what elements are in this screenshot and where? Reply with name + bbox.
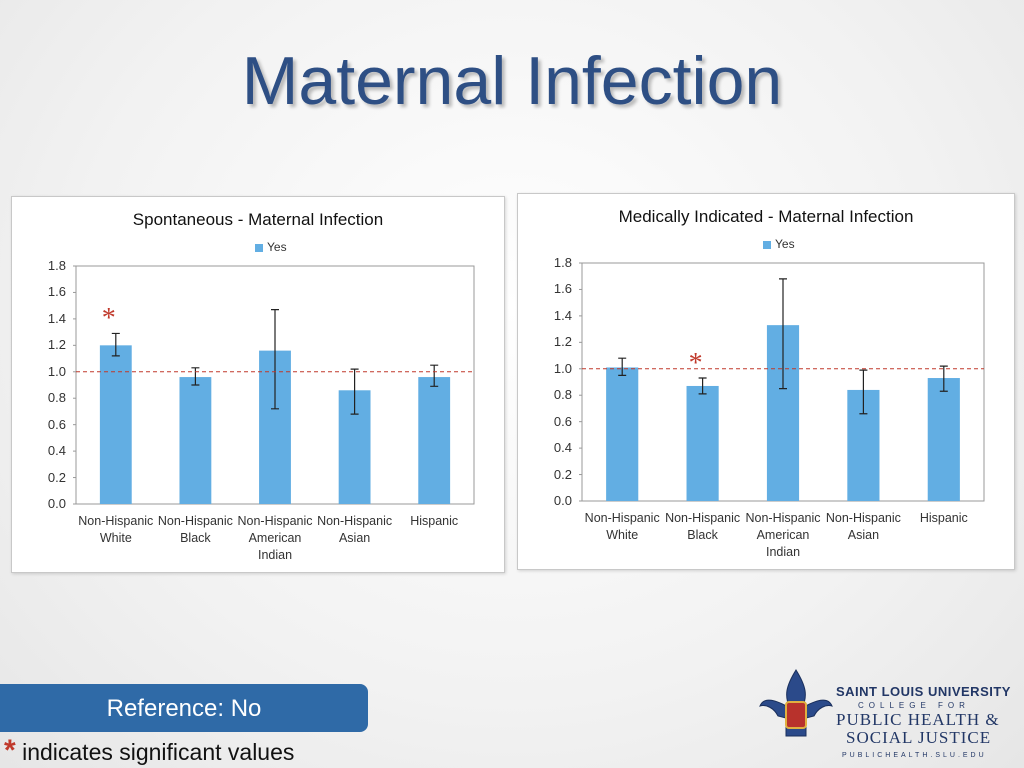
significance-mark: * (101, 303, 116, 335)
x-tick-label: Non-Hispanic White (78, 514, 154, 545)
error-bar (859, 369, 868, 415)
y-tick-label: 1.4 (553, 307, 572, 323)
logo-name: SAINT LOUIS UNIVERSITY (836, 684, 1011, 699)
x-tick-label: Non-Hispanic Asian (317, 514, 393, 545)
x-tick-label: Non-Hispanic American Indian (745, 511, 821, 559)
error-bar (779, 278, 787, 390)
y-tick-label: 1.6 (47, 284, 66, 300)
y-tick-label: 1.8 (47, 258, 66, 273)
y-tick-label: 0.2 (553, 466, 572, 482)
bar (606, 367, 639, 501)
reference-banner: Reference: No (0, 684, 368, 732)
error-bar (350, 368, 359, 415)
y-tick-label: 0.4 (553, 440, 572, 456)
x-tick-label: Non-Hispanic Asian (825, 511, 901, 542)
legend-entry: Yes (775, 237, 795, 251)
y-tick-label: 1.0 (553, 360, 572, 376)
x-tick-label: Non-Hispanic Black (665, 511, 741, 542)
y-tick-label: 0.4 (47, 443, 66, 459)
x-tick-label: Hispanic (410, 514, 459, 528)
y-tick-label: 0.8 (47, 390, 66, 406)
y-tick-label: 0.2 (47, 469, 66, 485)
chart (579, 241, 985, 502)
x-tick-label: Non-Hispanic White (584, 511, 660, 542)
chart-title: Spontaneous - Maternal Infection (132, 210, 384, 229)
error-bar (939, 365, 948, 392)
error-bar (271, 309, 279, 410)
y-tick-label: 0.0 (47, 496, 66, 511)
y-tick-label: 1.4 (47, 310, 66, 326)
logo-line: PUBLIC HEALTH & (836, 710, 1000, 729)
footnote-mark: * (4, 734, 16, 767)
legend-swatch (255, 244, 263, 252)
y-tick-label: 1.2 (553, 334, 572, 350)
y-tick-label: 0.6 (47, 416, 66, 432)
significance-mark: * (688, 348, 703, 380)
legend-entry: Yes (267, 240, 287, 254)
error-bar (111, 332, 120, 357)
y-tick-label: 0.8 (553, 387, 572, 403)
bar (686, 385, 719, 501)
bar (927, 378, 960, 501)
y-tick-label: 0.0 (553, 493, 572, 508)
y-tick-label: 1.8 (553, 255, 572, 270)
footnote-text: indicates significant values (22, 739, 295, 765)
x-tick-label: Non-Hispanic Black (157, 514, 233, 545)
logo-line: SOCIAL JUSTICE (846, 728, 992, 747)
bar (99, 345, 132, 504)
error-bar (191, 367, 200, 386)
error-bar (618, 357, 627, 376)
x-tick-label: Hispanic (919, 511, 968, 525)
error-bar (698, 377, 707, 395)
chart-panel: Spontaneous - Maternal Infection 0.0 0.2 0.… (11, 196, 505, 573)
chart-title: Medically Indicated - Maternal Infection (618, 207, 914, 226)
y-tick-label: 0.6 (553, 413, 572, 429)
legend-swatch (763, 241, 771, 249)
y-tick-label: 1.6 (553, 281, 572, 297)
y-tick-label: 1.0 (47, 363, 66, 379)
footnote: * indicates significant values (4, 734, 294, 768)
error-bar (430, 364, 439, 387)
bar (418, 377, 451, 504)
x-tick-label: Non-Hispanic American Indian (237, 514, 313, 562)
chart (73, 244, 475, 505)
logo-line: COLLEGE FOR (858, 701, 970, 710)
y-tick-label: 1.2 (47, 337, 66, 353)
logo-url: PUBLICHEALTH.SLU.EDU (842, 752, 987, 759)
bar (179, 377, 212, 504)
slide-title: Maternal Infection (241, 43, 783, 119)
logo-emblem (759, 669, 833, 737)
chart-panel: Medically Indicated - Maternal Infection… (517, 193, 1015, 570)
